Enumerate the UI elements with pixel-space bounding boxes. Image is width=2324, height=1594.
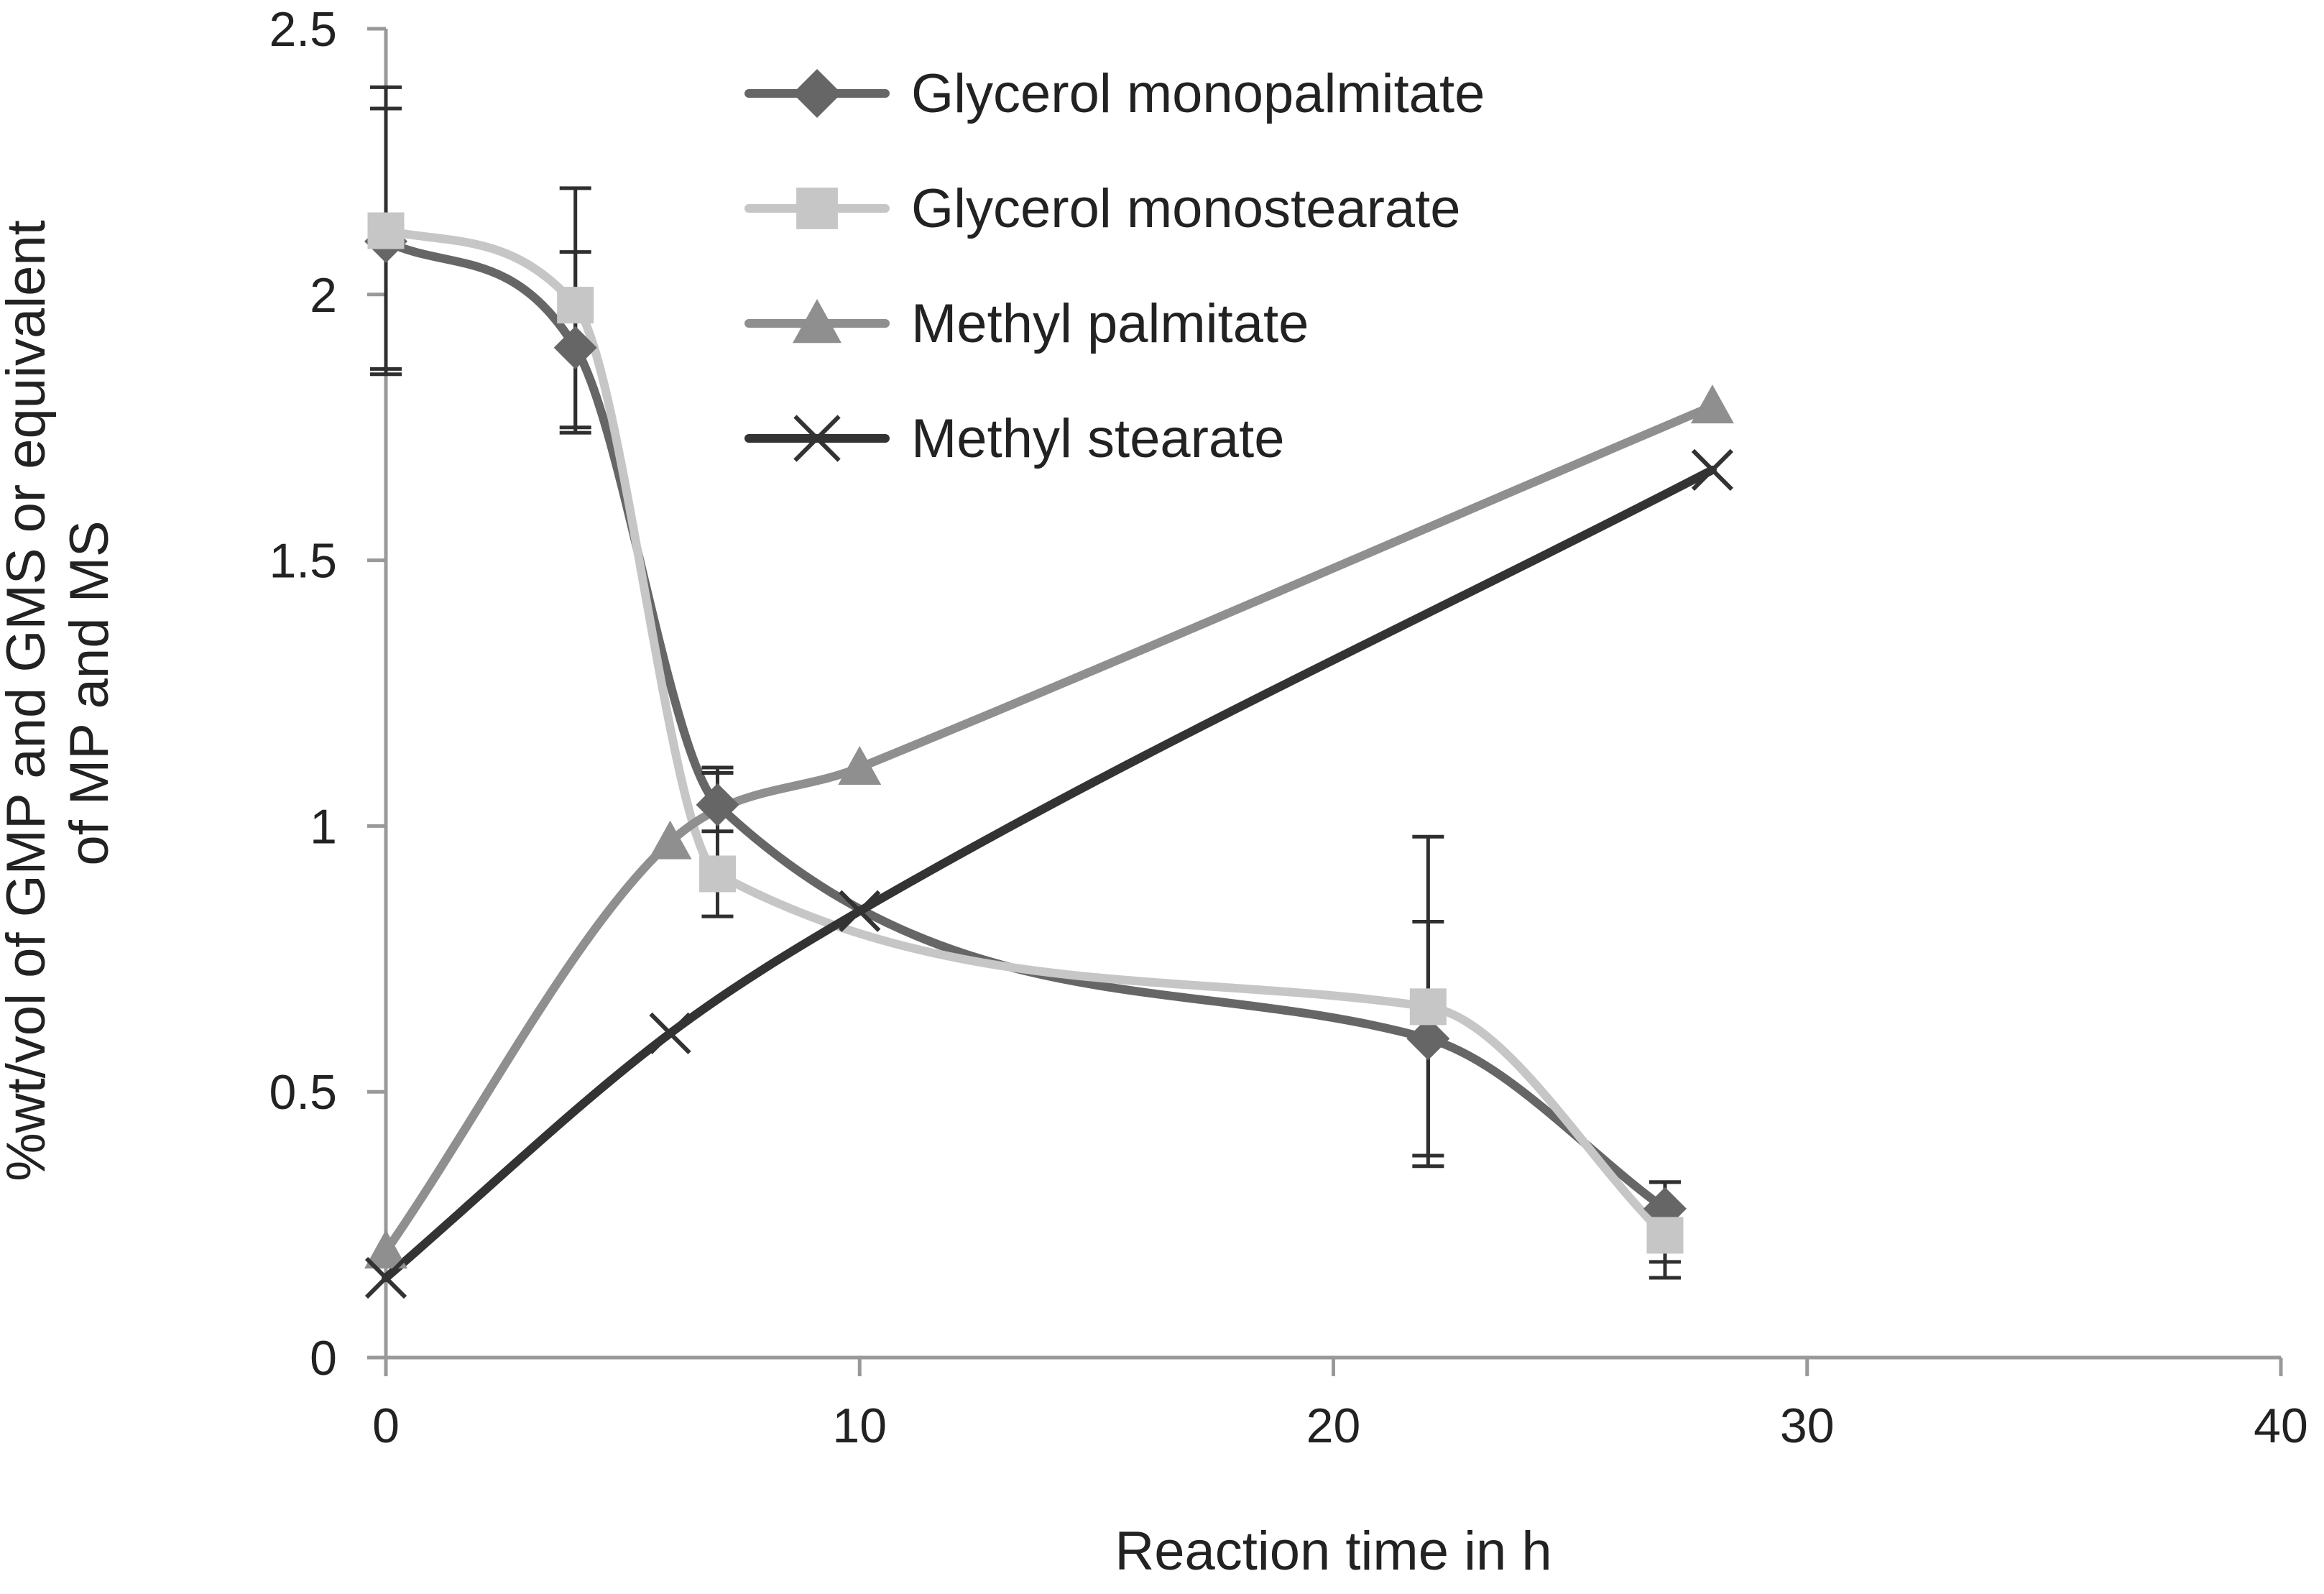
legend: Glycerol monopalmitate Glycerol monostear… <box>744 63 1485 469</box>
data-markers <box>364 212 1734 1299</box>
x-tick-label: 10 <box>832 1399 887 1453</box>
series-line-2 <box>382 402 1717 1256</box>
legend-label: Methyl palmitate <box>911 293 1309 354</box>
x-marker-stroke <box>839 890 881 932</box>
legend-label: Glycerol monopalmitate <box>911 63 1485 124</box>
legend-marker <box>793 299 841 344</box>
y-tick-label: 1.5 <box>269 534 337 589</box>
data-point-0 <box>553 326 597 369</box>
x-marker-stroke <box>793 415 841 462</box>
legend-item: Methyl stearate <box>744 408 1285 469</box>
series-line-0 <box>382 236 1669 1213</box>
y-tick-label: 2 <box>310 268 337 323</box>
legend-item: Methyl palmitate <box>744 293 1309 354</box>
legend-item: Glycerol monostearate <box>744 178 1461 239</box>
y-axis-title-line-2: of MP and MS <box>59 520 120 865</box>
legend-label: Methyl stearate <box>911 408 1285 469</box>
x-tick-label: 20 <box>1306 1399 1361 1453</box>
x-tick-label: 0 <box>372 1399 400 1453</box>
x-tick-label: 40 <box>2254 1399 2308 1453</box>
x-marker-stroke <box>649 1012 691 1054</box>
data-point-3 <box>839 890 881 932</box>
data-point-1 <box>557 287 594 324</box>
data-point-2 <box>838 746 882 786</box>
data-point-3 <box>1691 448 1734 491</box>
error-bars <box>370 85 1681 1280</box>
data-point-1 <box>367 212 405 249</box>
tick-labels: 0 10 20 30 40 0 0.5 1 1.5 2 2.5 <box>269 2 2307 1453</box>
legend-marker <box>796 188 838 229</box>
legend-marker <box>793 415 841 462</box>
data-point-3 <box>649 1012 691 1054</box>
series-line-1 <box>382 226 1669 1240</box>
data-point-1 <box>1646 1217 1684 1254</box>
data-point-1 <box>698 855 736 893</box>
legend-marker <box>793 69 841 118</box>
y-tick-label: 2.5 <box>269 2 337 57</box>
series-lines <box>382 226 1717 1283</box>
y-axis-title-line-1: %wt/vol of GMP and GMS or equivalent <box>0 220 57 1181</box>
data-point-3 <box>364 1256 407 1299</box>
data-point-2 <box>1690 384 1734 424</box>
data-point-1 <box>1409 988 1447 1026</box>
y-axis-title: %wt/vol of GMP and GMS or equivalent of … <box>0 205 120 1181</box>
series-line-3 <box>382 465 1717 1283</box>
y-tick-label: 0 <box>310 1331 337 1386</box>
x-marker-stroke <box>1691 448 1734 491</box>
data-point-0 <box>1406 1017 1450 1061</box>
x-marker-stroke <box>364 1256 407 1299</box>
legend-item: Glycerol monopalmitate <box>744 63 1485 124</box>
x-tick-label: 30 <box>1780 1399 1835 1453</box>
x-axis-title: Reaction time in h <box>1115 1521 1551 1582</box>
data-point-2 <box>648 820 692 860</box>
legend-label: Glycerol monostearate <box>911 178 1461 239</box>
y-tick-label: 0.5 <box>269 1065 337 1120</box>
data-point-2 <box>364 1230 407 1269</box>
y-tick-label: 1 <box>310 799 337 854</box>
data-point-0 <box>696 783 739 826</box>
